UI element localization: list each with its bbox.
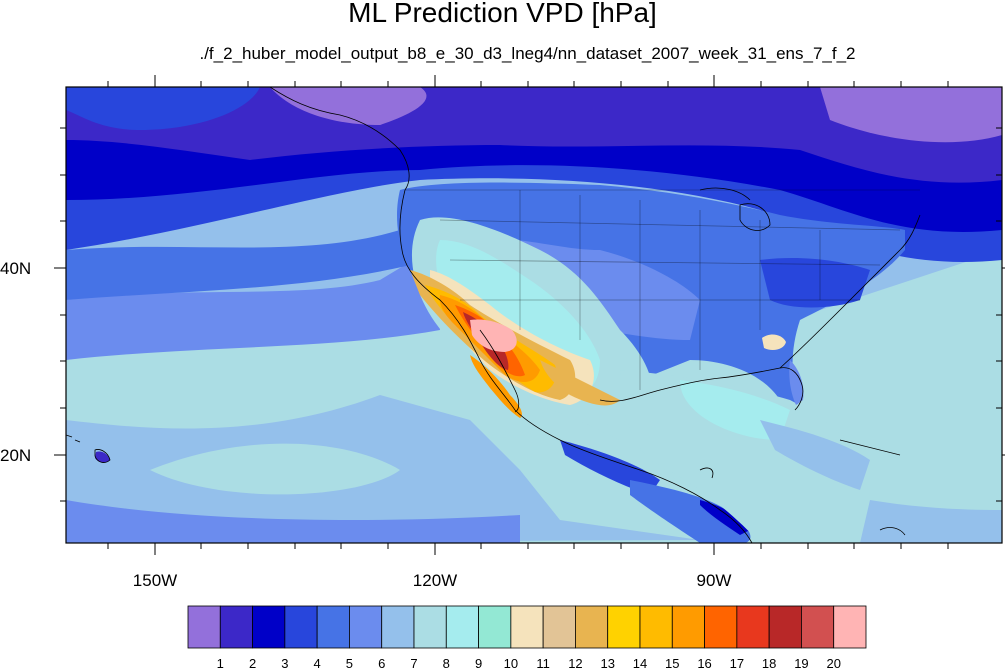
colorbar-box-11: [542, 605, 576, 649]
colorbar-label: 20: [826, 656, 841, 671]
lat-label-20n: 20N: [0, 446, 32, 465]
colorbar-box-19: [801, 605, 835, 649]
colorbar-box-7: [413, 605, 447, 649]
colorbar-label: 17: [729, 656, 745, 671]
colorbar-label: 3: [281, 656, 289, 671]
colorbar-box-3: [284, 605, 318, 649]
colorbar-label: 1: [216, 656, 224, 671]
colorbar-label: 12: [568, 656, 583, 671]
colorbar-box-14: [639, 605, 673, 649]
colorbar-label: 5: [345, 656, 354, 671]
colorbar-label: 19: [794, 656, 809, 671]
colorbar-box-12: [575, 605, 609, 649]
colorbar-box-1: [219, 605, 253, 649]
colorbar-box-16: [704, 605, 738, 649]
lon-label-150w: 150W: [132, 571, 178, 590]
colorbar-box-5: [349, 605, 383, 649]
lon-label-120w: 120W: [412, 571, 458, 590]
colorbar-label: 8: [442, 656, 450, 671]
colorbar-label: 14: [632, 656, 648, 671]
lat-label-40n: 40N: [0, 259, 32, 278]
colorbar-label: 2: [248, 656, 257, 671]
colorbar-box-13: [607, 605, 641, 649]
colorbar-label: 4: [313, 656, 321, 671]
colorbar-box-6: [381, 605, 415, 649]
map-subtitle: ./f_2_huber_model_output_b8_e_30_d3_lneg…: [199, 44, 856, 63]
colorbar-box-18: [768, 605, 802, 649]
map-title: ML Prediction VPD [hPa]: [348, 0, 657, 28]
colorbar-box-15: [671, 605, 705, 649]
colorbar-box-8: [445, 605, 479, 649]
colorbar-box-20: [833, 605, 867, 649]
colorbar-label: 11: [536, 656, 550, 671]
colorbar-box-10: [510, 605, 544, 649]
colorbar-box-2: [252, 605, 286, 649]
colorbar-box-17: [736, 605, 770, 649]
colorbar-label: 13: [600, 656, 615, 671]
colorbar-label: 10: [503, 656, 519, 671]
colorbar-label: 6: [378, 656, 386, 671]
colorbar-box-9: [478, 605, 512, 649]
lon-ticks: [107, 75, 949, 555]
colorbar: [187, 605, 867, 649]
colorbar-label: 18: [761, 656, 777, 671]
colorbar-label: 16: [697, 656, 712, 671]
colorbar-label: 7: [410, 656, 418, 671]
colorbar-box-4: [316, 605, 350, 649]
map-fill-layers: [66, 87, 1002, 543]
lon-label-90w: 90W: [696, 571, 732, 590]
colorbar-box-0: [187, 605, 221, 649]
coastlines: [66, 87, 921, 543]
colorbar-label: 9: [474, 656, 483, 671]
lat-ticks: [54, 127, 1005, 502]
colorbar-label: 15: [665, 656, 680, 671]
